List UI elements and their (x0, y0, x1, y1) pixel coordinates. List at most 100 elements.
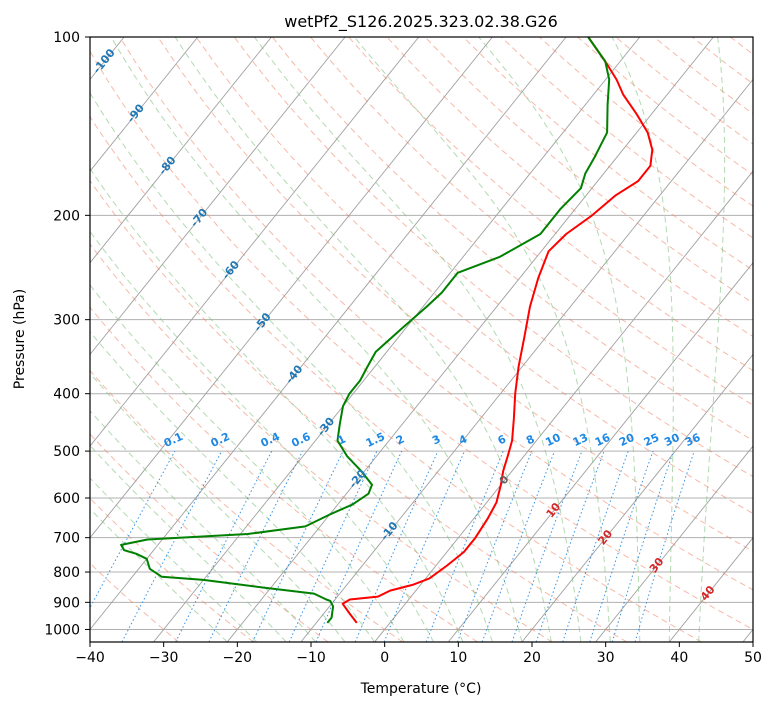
mixing-ratio-label: 16 (593, 431, 613, 449)
mixing-ratio-line (589, 450, 654, 642)
dry-adiabat-line (348, 37, 753, 372)
dry-adiabat-line (462, 37, 753, 271)
moist-adiabat-line (253, 37, 582, 642)
moist-adiabat-line (90, 284, 405, 642)
dry-adiabat-line (424, 37, 753, 304)
isotherm-label: 10 (544, 500, 564, 520)
isotherm-label: -40 (283, 362, 306, 386)
moist-adiabat-line (90, 508, 228, 642)
mixing-ratio-label: 1 (335, 432, 347, 447)
x-tick-label: 40 (670, 650, 688, 666)
mixing-ratio-label: 20 (617, 431, 637, 449)
moist-adiabat-line (174, 37, 552, 642)
isotherm-line (90, 37, 420, 447)
y-tick-label: 100 (53, 30, 80, 46)
x-tick-label: 30 (597, 650, 615, 666)
isotherm-label: 0 (497, 473, 512, 487)
y-tick-label: 1000 (44, 622, 80, 638)
mixing-ratio-label: 2 (394, 432, 406, 447)
mixing-ratio-line (562, 450, 629, 642)
moist-adiabat-line (90, 330, 375, 642)
isotherm-label: -60 (220, 258, 243, 282)
isotherm-label: -90 (124, 101, 147, 125)
dry-adiabat-line (90, 306, 478, 642)
mixing-ratio-label: 0.2 (209, 430, 232, 450)
isotherm-label: -50 (251, 310, 274, 334)
y-axis: 100 200 300 400 500 600 700 800 900 1000 (44, 30, 90, 638)
x-tick-label: −20 (223, 650, 253, 666)
y-tick-label: 600 (53, 491, 80, 507)
isotherm-line (374, 170, 753, 642)
dry-adiabat-line (310, 37, 753, 406)
moist-adiabat-line (90, 410, 316, 642)
isotherm-line (447, 262, 753, 642)
x-tick-label: −30 (149, 650, 179, 666)
y-tick-label: 700 (53, 531, 80, 547)
dry-adiabat-line (691, 37, 753, 85)
x-tick-label: 20 (523, 650, 541, 666)
dry-adiabat-line (90, 562, 180, 642)
isotherm-label: -70 (188, 206, 211, 230)
dry-adiabat-line (90, 50, 753, 630)
moist-adiabat-line (90, 372, 346, 642)
y-tick-label: 200 (53, 208, 80, 224)
isotherm-label: -80 (156, 154, 179, 178)
mixing-ratio-line (535, 450, 605, 642)
isotherm-line (226, 37, 714, 642)
mixing-ratio-line (456, 450, 533, 642)
y-axis-label: Pressure (hPa) (12, 289, 28, 389)
mixing-ratio-line (315, 450, 403, 642)
y-tick-label: 500 (53, 444, 80, 460)
y-tick-label: 400 (53, 387, 80, 403)
y-tick-label: 300 (53, 313, 80, 329)
x-tick-label: 50 (744, 650, 762, 666)
dry-adiabat-line (500, 37, 753, 239)
dry-adiabat-line (90, 243, 553, 642)
mixing-ratio-line (354, 450, 439, 642)
moist-adiabat-line (611, 37, 674, 642)
profile-lines (120, 37, 654, 624)
dry-adiabat-line (119, 37, 753, 591)
x-axis-label: Temperature (°C) (360, 681, 482, 697)
isotherm-label: 20 (595, 527, 615, 547)
y-tick-label: 900 (53, 595, 80, 611)
moist-adiabat-line (90, 91, 493, 642)
dry-adiabat-line (233, 37, 753, 478)
isotherm-line (742, 628, 753, 642)
dry-adiabat-line (157, 37, 753, 552)
moist-adiabat-line (90, 167, 464, 642)
moist-adiabat-line (354, 37, 611, 642)
mixing-ratio-line (383, 450, 465, 642)
dewpoint-profile-line (120, 37, 611, 624)
mixing-ratio-line (425, 450, 504, 642)
x-axis: −40 −30 −20 −10 0 10 20 30 40 50 (75, 642, 762, 666)
x-tick-label: 10 (449, 650, 467, 666)
dry-adiabat-line (768, 37, 775, 642)
mixing-ratio-label: 13 (571, 431, 590, 449)
dry-adiabat-line (615, 37, 753, 145)
mixing-ratio-label: 0.4 (259, 430, 282, 450)
dry-adiabat-line (90, 115, 702, 642)
moist-adiabat-line (698, 37, 726, 642)
dry-adiabat-line (539, 37, 753, 207)
x-tick-label: −10 (296, 650, 326, 666)
mixing-ratio-line (634, 450, 695, 642)
moist-adiabat-line (478, 37, 641, 642)
mixing-ratio-label: 30 (662, 431, 682, 449)
mixing-ratio-label: 10 (543, 431, 563, 449)
temperature-profile-line (341, 37, 654, 624)
isotherm-line (90, 37, 493, 539)
moist-adiabat-line (90, 230, 434, 642)
isotherm-line (521, 353, 753, 642)
isotherm-line (595, 445, 753, 642)
mixing-ratio-line (252, 450, 344, 642)
mixing-ratio-label: 36 (683, 431, 703, 449)
plot-frame (89, 36, 754, 643)
isotherm-line (90, 37, 346, 356)
isotherm-label: -30 (315, 415, 338, 439)
dry-adiabat-line (90, 179, 628, 642)
mixing-ratio-label: 0.6 (289, 430, 312, 450)
background-lines (90, 37, 775, 642)
mixing-ratio-line (481, 450, 556, 642)
